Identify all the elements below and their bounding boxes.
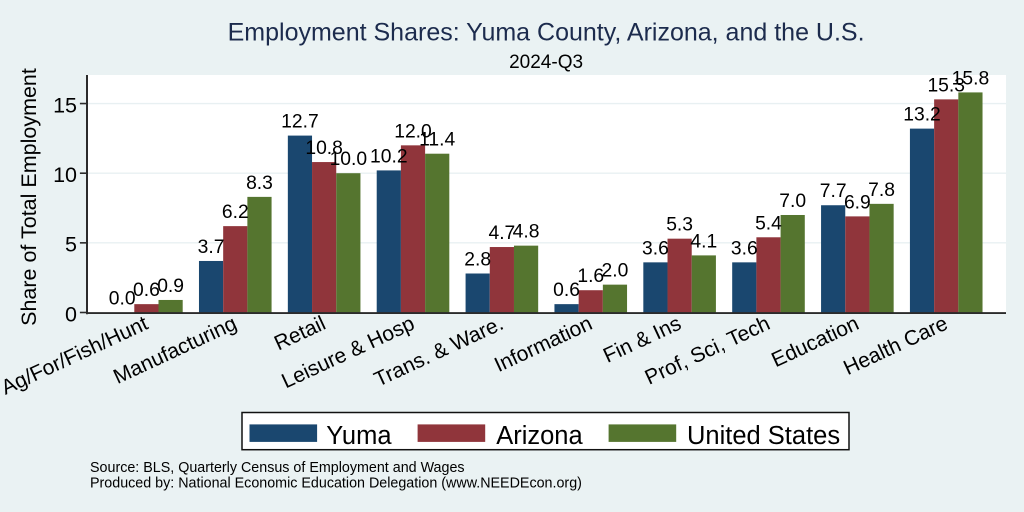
svg-text:5.4: 5.4 [755, 213, 782, 234]
svg-text:15: 15 [53, 93, 77, 117]
svg-text:10.0: 10.0 [330, 149, 368, 170]
svg-text:0: 0 [65, 302, 77, 326]
svg-text:0.9: 0.9 [157, 276, 184, 297]
svg-text:7.7: 7.7 [820, 181, 847, 202]
svg-text:3.6: 3.6 [642, 238, 669, 259]
svg-text:Source: BLS, Quarterly Census: Source: BLS, Quarterly Census of Employm… [90, 460, 465, 476]
svg-text:13.2: 13.2 [903, 105, 941, 126]
svg-text:2.0: 2.0 [602, 261, 629, 282]
svg-text:10.8: 10.8 [305, 138, 343, 159]
svg-text:5: 5 [65, 233, 77, 257]
svg-text:3.7: 3.7 [198, 237, 225, 258]
svg-text:0.6: 0.6 [133, 280, 160, 301]
svg-text:Arizona: Arizona [496, 422, 583, 450]
svg-text:United States: United States [687, 422, 840, 450]
svg-text:2.8: 2.8 [464, 250, 491, 271]
svg-text:8.3: 8.3 [246, 173, 273, 194]
svg-text:0.0: 0.0 [109, 289, 136, 310]
svg-text:7.0: 7.0 [779, 191, 806, 212]
svg-text:15.3: 15.3 [927, 75, 965, 96]
svg-text:15.8: 15.8 [952, 68, 990, 89]
svg-text:12.0: 12.0 [394, 121, 432, 142]
svg-text:12.7: 12.7 [281, 112, 319, 133]
svg-text:4.8: 4.8 [513, 222, 540, 243]
svg-text:1.6: 1.6 [577, 266, 604, 287]
svg-text:6.9: 6.9 [844, 192, 871, 213]
svg-text:4.7: 4.7 [488, 223, 515, 244]
svg-text:0.6: 0.6 [553, 280, 580, 301]
svg-text:2024-Q3: 2024-Q3 [509, 52, 583, 73]
svg-text:10.2: 10.2 [370, 146, 408, 167]
svg-text:10: 10 [53, 163, 77, 187]
svg-text:5.3: 5.3 [666, 215, 693, 236]
svg-text:11.4: 11.4 [419, 130, 455, 151]
svg-text:Employment Shares: Yuma County: Employment Shares: Yuma County, Arizona,… [228, 19, 865, 47]
svg-text:Produced by: National Economic: Produced by: National Economic Education… [90, 476, 582, 492]
svg-text:Yuma: Yuma [326, 422, 392, 450]
svg-text:Share of Total Employment: Share of Total Employment [17, 68, 41, 326]
svg-text:4.1: 4.1 [690, 231, 717, 252]
svg-text:7.8: 7.8 [868, 180, 895, 201]
svg-text:3.6: 3.6 [731, 238, 758, 259]
svg-text:6.2: 6.2 [222, 202, 249, 223]
